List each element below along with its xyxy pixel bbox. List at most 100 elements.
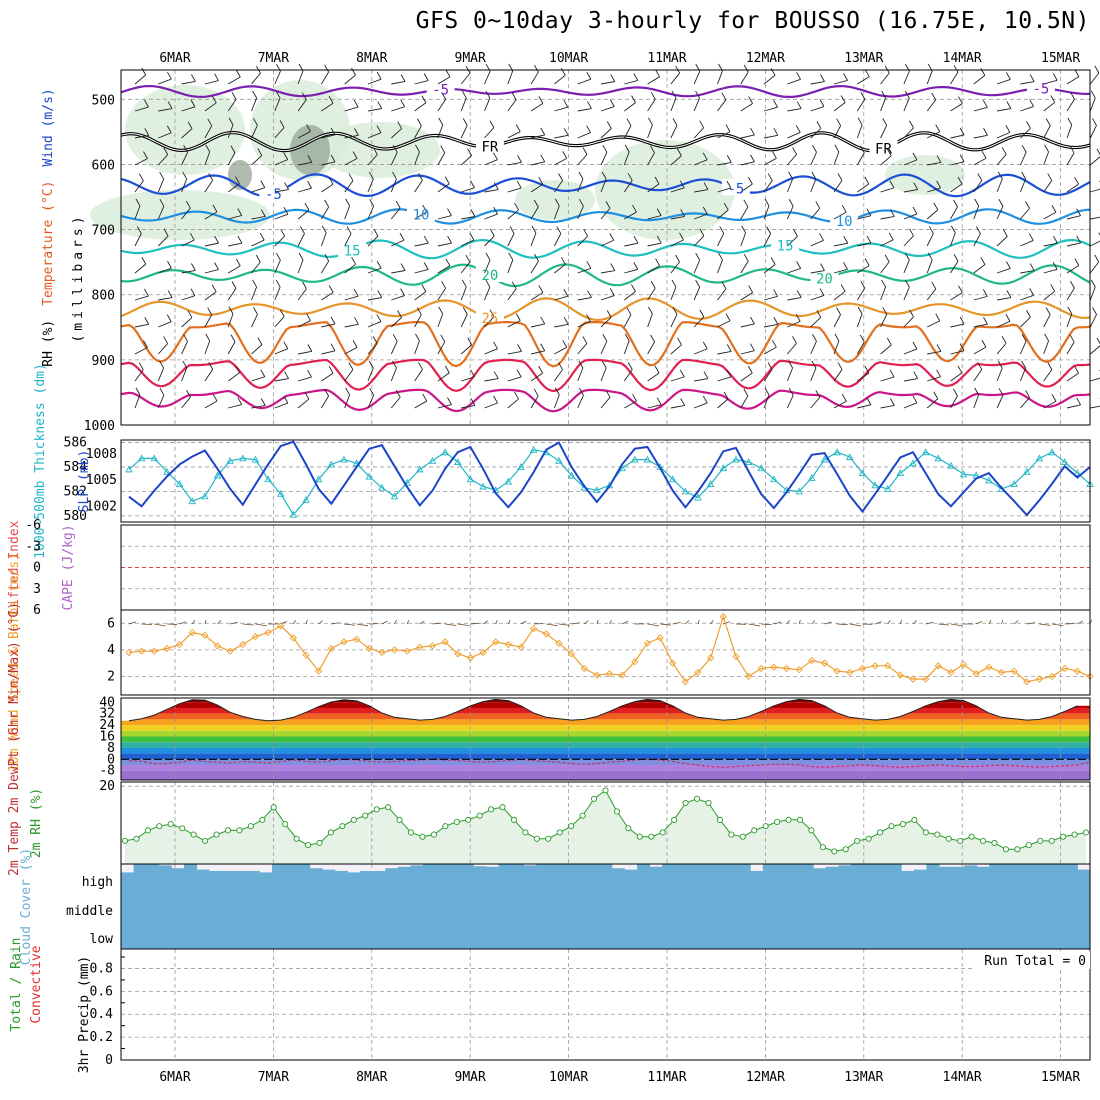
wind-barb xyxy=(880,286,887,301)
wind-barb xyxy=(1066,404,1081,409)
wind-barb xyxy=(344,134,359,139)
x-tick-label-bottom: 8MAR xyxy=(356,1070,387,1085)
wind-barb-flag xyxy=(912,395,918,404)
wind-barb-flag xyxy=(190,74,196,82)
wind-barb xyxy=(1090,188,1100,193)
wind-barb xyxy=(274,402,289,409)
wind-barb xyxy=(367,267,382,274)
wind-barb xyxy=(903,402,918,409)
wind-barb xyxy=(717,376,732,382)
wind-barb xyxy=(647,152,655,166)
wind-barb xyxy=(158,297,173,301)
surface-wind-barb xyxy=(874,621,882,625)
thickness-point xyxy=(276,489,285,497)
wind-barb-flag xyxy=(836,307,841,315)
wind-barb-flag xyxy=(514,391,519,400)
wind-barb xyxy=(880,155,892,166)
temperature-band xyxy=(121,713,1090,720)
wind-barb-flag xyxy=(470,369,475,378)
wind-barb-flag xyxy=(135,198,141,207)
x-tick-label-top: 12MAR xyxy=(746,51,785,66)
wind-barb-flag xyxy=(1005,72,1011,80)
wind-barb xyxy=(1090,156,1100,166)
surface-wind-barb xyxy=(988,619,992,625)
wind-barb xyxy=(1043,180,1053,193)
wind-barb xyxy=(1020,294,1034,301)
x-tick-label-top: 11MAR xyxy=(647,51,686,66)
wind-barb xyxy=(787,154,797,166)
wind-barb xyxy=(786,367,794,382)
x-tick-label-bottom: 9MAR xyxy=(455,1070,486,1085)
rh-point xyxy=(339,823,346,830)
rh-point xyxy=(648,833,655,840)
wind-barb xyxy=(530,102,544,112)
cloud-high-bar xyxy=(171,868,185,892)
thickness-axis-label: 1000~500mb Thickness (dm) xyxy=(33,363,48,559)
wind-barb-flag xyxy=(654,365,660,374)
wind-barb xyxy=(554,369,563,382)
wind-barb-flag xyxy=(795,314,801,322)
rh-point xyxy=(945,835,952,842)
wind-barb-flag xyxy=(400,263,406,271)
surface-wind-barb xyxy=(748,623,761,627)
wind-barb-flag xyxy=(815,201,821,209)
wind-barb xyxy=(460,155,472,166)
wind-barb-flag xyxy=(185,200,191,209)
wind-barb xyxy=(460,97,467,112)
wind-barb-flag xyxy=(531,225,537,234)
wind-barb xyxy=(600,397,611,409)
wind-barb-flag xyxy=(648,117,653,126)
precip-tick-label: 0.2 xyxy=(90,1030,113,1045)
wind-barb xyxy=(414,269,429,274)
upper-ylabel-part: Temperature (°C) xyxy=(41,181,56,306)
wind-speed-point xyxy=(390,646,399,654)
wind-barb xyxy=(996,367,1003,382)
wind-speed-point xyxy=(921,675,930,683)
wind-speed-point xyxy=(150,647,158,655)
wind-barb-flag xyxy=(423,235,429,244)
wind-barb xyxy=(950,206,958,220)
wind-barb xyxy=(530,350,545,355)
wind-barb-flag xyxy=(650,145,655,154)
wind-barb xyxy=(787,132,801,139)
wind-barb-flag xyxy=(631,95,636,103)
wind-barb-flag xyxy=(840,95,846,103)
wind-barb xyxy=(321,395,329,409)
precip-tick-label: 0.4 xyxy=(90,1007,114,1022)
rh-point xyxy=(304,842,312,849)
wind-barb xyxy=(134,205,141,220)
wind-barb-flag xyxy=(882,307,888,315)
surface-wind-barb xyxy=(432,622,442,625)
wind-barb xyxy=(321,161,336,166)
wind-barb-flag xyxy=(1047,173,1053,181)
contour-label: 10 xyxy=(836,214,853,230)
wind-barb-flag xyxy=(400,74,406,82)
rh-point xyxy=(1002,846,1009,853)
rh-point xyxy=(625,825,632,832)
surface-wind-barb xyxy=(647,623,659,627)
cloud-high-bar xyxy=(1052,864,1066,892)
wind-barb xyxy=(810,152,817,166)
wind-barb-flag xyxy=(699,120,705,128)
contour-label-bg xyxy=(475,137,504,154)
wind-barb-flag xyxy=(470,180,475,188)
x-tick-label-top: 7MAR xyxy=(258,51,289,66)
surface-wind-barb xyxy=(811,620,816,625)
wind-barb xyxy=(460,125,468,139)
stability-tick-label: 0 xyxy=(33,561,41,576)
wind-barb xyxy=(227,341,236,355)
wind-barb-flag xyxy=(1002,229,1008,237)
wind-barb xyxy=(600,81,615,85)
wind-barb xyxy=(484,378,499,382)
wind-barb xyxy=(344,323,359,328)
thickness-point xyxy=(529,445,538,453)
wind-barb-flag xyxy=(812,334,817,342)
wind-barb xyxy=(880,239,894,247)
pressure-tick-label: 600 xyxy=(92,158,115,173)
thickness-point xyxy=(137,454,146,462)
wind-barb-flag xyxy=(610,74,616,82)
cloud-high-bar xyxy=(133,864,147,892)
wind-barb-flag xyxy=(983,316,988,325)
wind-barb xyxy=(833,268,848,274)
wind-barb xyxy=(763,369,773,382)
